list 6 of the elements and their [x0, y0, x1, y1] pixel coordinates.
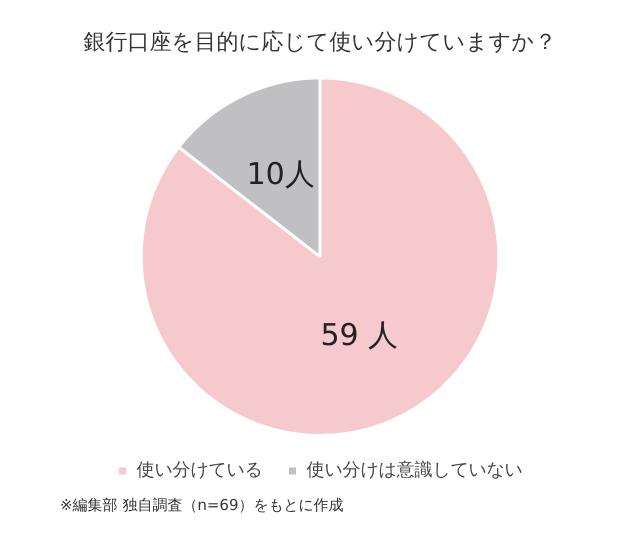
text: ※編集部 独自調査（n=69）をもとに作成	[60, 496, 344, 515]
legend-label: 使い分けている	[136, 460, 262, 481]
data-label: 59 人	[320, 318, 398, 353]
data-label: 10人	[246, 157, 315, 192]
chart-title: 銀行口座を目的に応じて使い分けていますか？	[84, 30, 556, 55]
legend-label: 使い分けは意識していない	[306, 460, 522, 481]
